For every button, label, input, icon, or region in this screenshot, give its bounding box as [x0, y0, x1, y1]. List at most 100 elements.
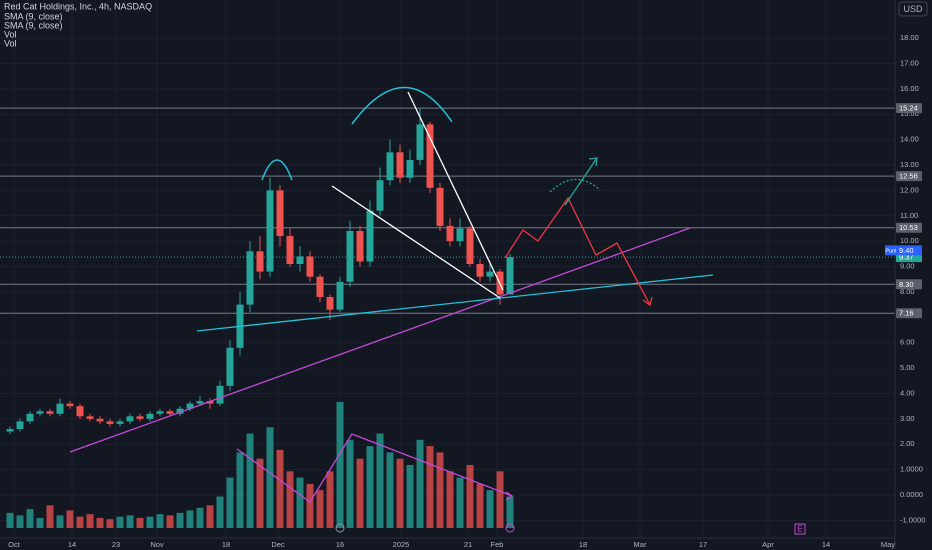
event-icon	[505, 523, 515, 533]
x-tick-label: Apr	[762, 540, 774, 549]
candle-body	[56, 403, 64, 414]
candle-body	[206, 401, 214, 404]
y-tick-label: 11.00	[900, 211, 918, 220]
candle-body	[316, 276, 324, 297]
price-level-box	[896, 103, 922, 114]
candle-body	[36, 411, 44, 414]
event-label[interactable]: E	[797, 525, 802, 534]
x-tick-label: Dec	[271, 540, 285, 549]
volume-bar	[296, 477, 304, 528]
chart-title: Red Cat Holdings, Inc., 4h, NASDAQ	[4, 1, 152, 11]
price-level-label: 8.30	[899, 280, 914, 289]
candle-body	[256, 251, 264, 272]
y-tick-label: 16.00	[900, 84, 919, 93]
candle-body	[426, 124, 434, 188]
y-tick-label: 15.00	[900, 109, 919, 118]
volume-bar	[426, 446, 434, 528]
candle-body	[356, 231, 364, 262]
x-tick-label: May	[881, 540, 895, 549]
volume-bars	[6, 402, 514, 528]
candle-body	[16, 421, 24, 429]
volume-bar	[456, 477, 464, 528]
x-tick-label: Nov	[150, 540, 164, 549]
candle-body	[196, 401, 204, 404]
arrow-head	[642, 296, 653, 307]
x-tick-label: Oct	[8, 540, 21, 549]
volume-bar	[116, 516, 124, 528]
candle-body	[246, 251, 254, 305]
candle-body	[216, 385, 224, 404]
price-prefix-box	[885, 245, 897, 256]
candle-body	[126, 416, 134, 422]
price-level-box	[896, 222, 922, 233]
volume-bar	[416, 439, 424, 528]
y-tick-label: 18.00	[900, 33, 919, 42]
currency-button[interactable]	[898, 1, 928, 17]
candle-body	[76, 406, 84, 417]
candle-body	[396, 152, 404, 178]
y-tick-label: 13.00	[900, 160, 919, 169]
volume-bar	[446, 471, 454, 528]
volume-bar	[16, 515, 24, 528]
volume-bar	[306, 483, 314, 528]
y-tick-label: 0.0000	[900, 490, 923, 499]
candle-body	[136, 416, 144, 419]
drawings	[69, 86, 714, 533]
candle-body	[296, 256, 304, 264]
volume-bar	[146, 516, 154, 528]
candle-body	[336, 281, 344, 310]
currency-label[interactable]: USD	[903, 4, 923, 14]
indicator-label: SMA (9, close)	[4, 11, 63, 21]
volume-bar	[166, 515, 174, 528]
event-box[interactable]	[794, 523, 806, 535]
trendline	[69, 227, 691, 453]
volume-bar	[256, 458, 264, 528]
y-tick-label: 3.00	[900, 414, 915, 423]
head-arc	[351, 86, 453, 125]
event-icon	[335, 523, 345, 533]
candle-body	[26, 413, 34, 422]
price-marker-box	[896, 245, 922, 256]
y-tick-label: 17.00	[900, 58, 919, 67]
price-level-label: 15.24	[899, 104, 918, 113]
price-level-label: 9.37	[899, 253, 914, 262]
volume-bar	[96, 517, 104, 528]
wedge-line	[331, 185, 501, 299]
x-tick-label: Feb	[491, 540, 504, 549]
candle-body	[46, 411, 54, 414]
candle-body	[106, 421, 114, 424]
y-tick-label: 14.00	[900, 135, 919, 144]
price-level-label: 7.16	[899, 309, 914, 318]
volume-bar	[56, 515, 64, 528]
volume-bar	[476, 483, 484, 528]
dotted-arc	[549, 178, 601, 193]
arrow-head	[505, 491, 514, 501]
y-tick-label: 12.00	[900, 185, 919, 194]
price-level-box	[896, 308, 922, 319]
candle-body	[186, 403, 194, 409]
y-tick-label: 6.00	[900, 338, 915, 347]
volume-bar	[486, 490, 494, 528]
volume-bar	[196, 507, 204, 528]
x-tick-label: 14	[68, 540, 76, 549]
volume-bar	[386, 452, 394, 528]
y-tick-label: -1.0000	[900, 515, 925, 524]
indicator-label: SMA (9, close)	[4, 20, 63, 30]
volume-bar	[236, 452, 244, 528]
candle-body	[86, 416, 94, 419]
x-tick-label: 18	[222, 540, 230, 549]
candle-body	[116, 421, 124, 424]
volume-bar	[246, 433, 254, 528]
candle-body	[446, 225, 454, 242]
x-tick-label: 16	[336, 540, 344, 549]
candle-body	[456, 228, 464, 242]
volume-bar	[376, 433, 384, 528]
volume-bar	[396, 458, 404, 528]
volume-bar	[6, 512, 14, 528]
volume-bar	[66, 510, 74, 528]
candle-body	[226, 347, 234, 386]
y-tick-label: 5.00	[900, 363, 915, 372]
price-marker-label: 9.40	[899, 246, 914, 255]
volume-bar	[326, 471, 334, 528]
volume-bar	[276, 449, 284, 528]
